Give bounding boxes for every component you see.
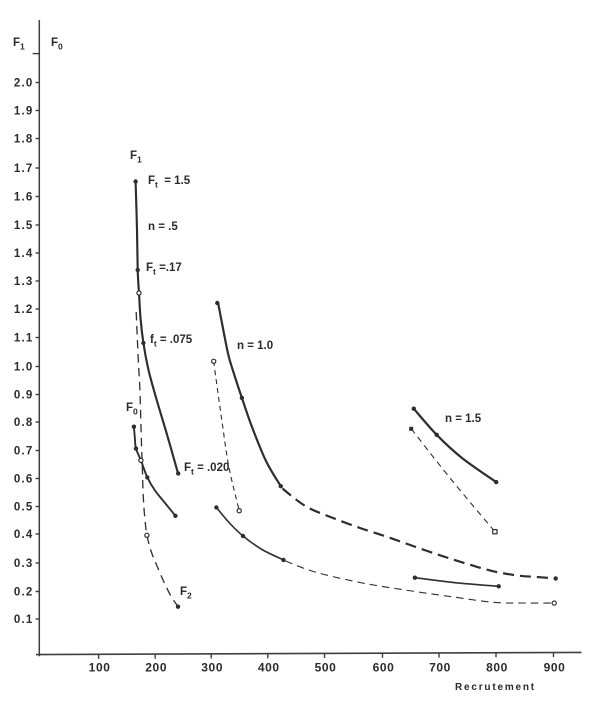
svg-text:0.1: 0.1	[14, 614, 34, 626]
svg-text:600: 600	[373, 661, 395, 675]
svg-text:0.2: 0.2	[14, 587, 34, 599]
svg-text:1.8: 1.8	[14, 134, 34, 146]
svg-text:800: 800	[486, 661, 508, 675]
svg-text:1.0: 1.0	[14, 362, 34, 374]
svg-text:0.7: 0.7	[14, 446, 34, 458]
svg-text:1.6: 1.6	[14, 192, 34, 204]
svg-text:0.6: 0.6	[14, 474, 34, 486]
svg-text:0.9: 0.9	[14, 390, 34, 402]
svg-text:1.3: 1.3	[14, 276, 34, 288]
svg-text:500: 500	[315, 661, 337, 675]
svg-text:2.0: 2.0	[14, 78, 34, 90]
svg-text:300: 300	[201, 661, 223, 675]
svg-text:1.1: 1.1	[14, 333, 34, 345]
svg-text:0.3: 0.3	[14, 558, 34, 570]
svg-text:700: 700	[429, 661, 451, 675]
svg-text:1.5: 1.5	[14, 220, 34, 232]
svg-text:1.7: 1.7	[14, 163, 34, 175]
svg-text:1.2: 1.2	[14, 304, 34, 316]
svg-text:400: 400	[258, 661, 280, 675]
svg-text:900: 900	[544, 661, 566, 675]
svg-text:100: 100	[89, 661, 111, 675]
svg-text:0.4: 0.4	[14, 529, 34, 541]
svg-text:0.8: 0.8	[14, 417, 34, 429]
svg-text:1.4: 1.4	[14, 248, 34, 260]
svg-text:0.5: 0.5	[14, 502, 34, 514]
svg-text:200: 200	[145, 661, 167, 675]
svg-text:1.9: 1.9	[14, 106, 34, 118]
